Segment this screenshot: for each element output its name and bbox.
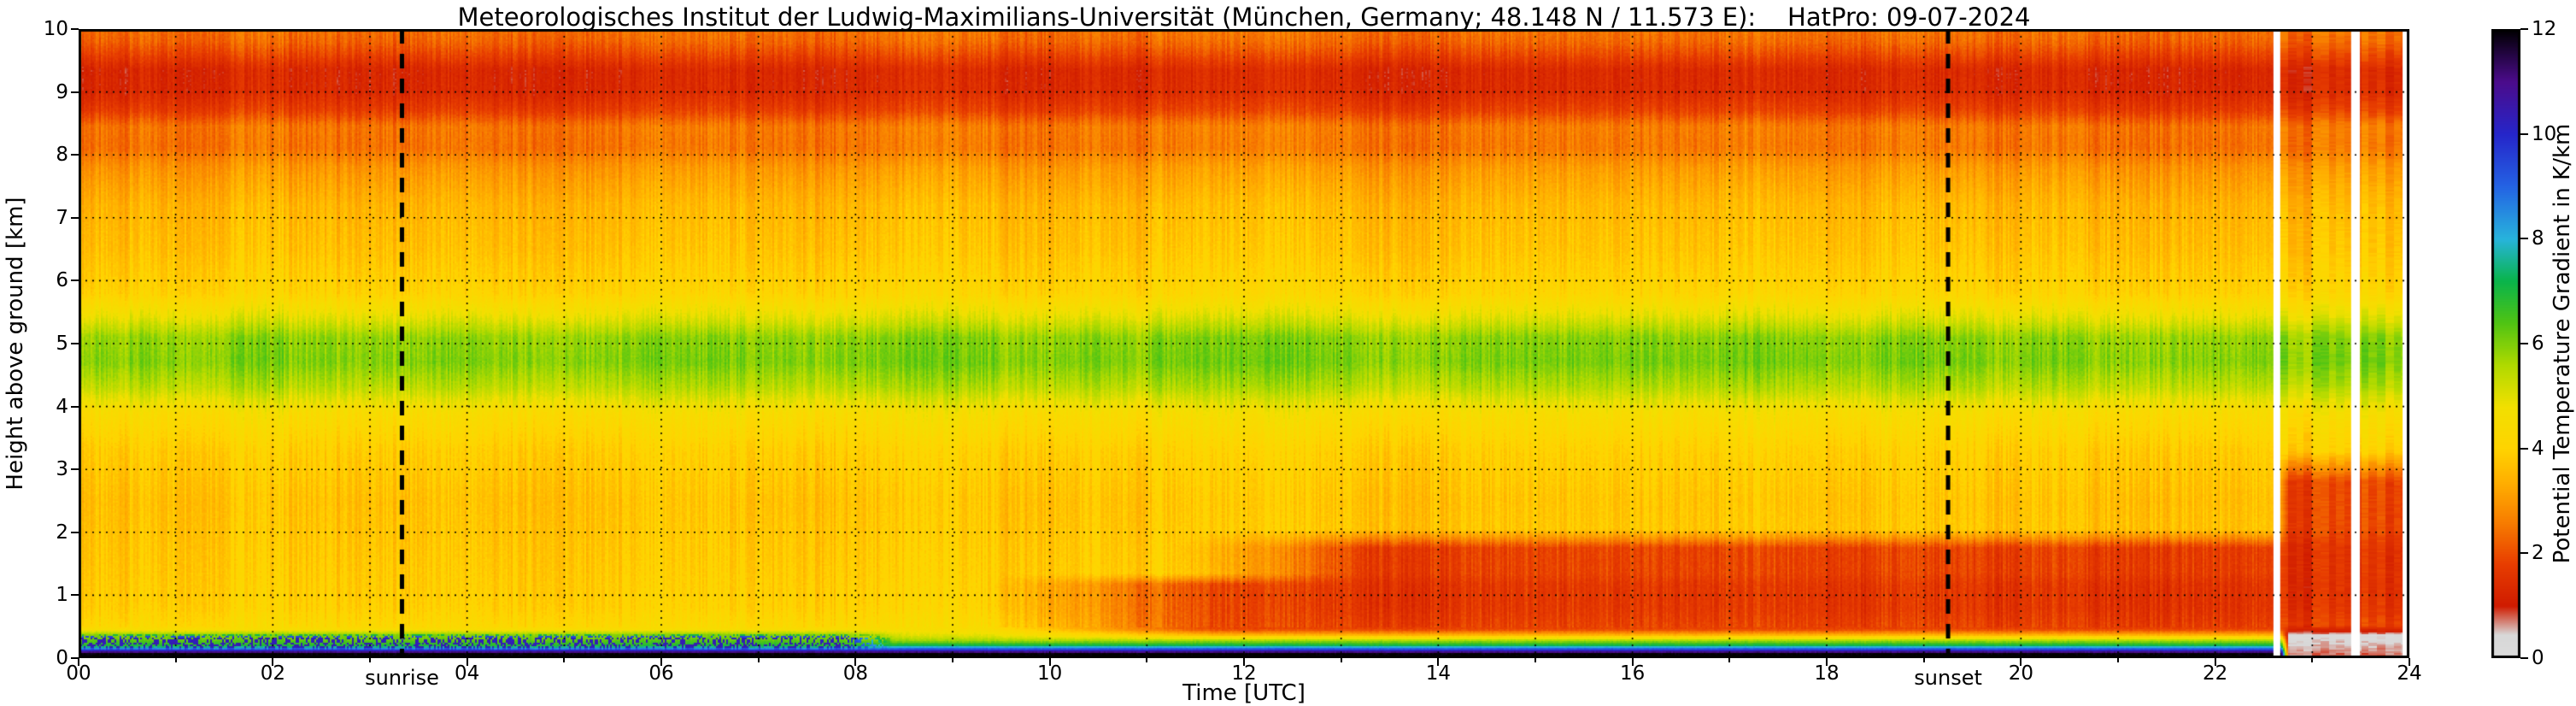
colorbar-tick-mark [2520, 132, 2528, 135]
y-tick-mark [71, 405, 79, 408]
colorbar-tick-mark [2520, 28, 2528, 30]
y-tick-mark [71, 657, 79, 659]
x-minor-tick-mark [757, 658, 760, 662]
y-tick-mark [71, 216, 79, 219]
x-minor-tick-mark [174, 658, 177, 662]
x-tick-mark [1437, 658, 1440, 666]
x-tick-mark [2214, 658, 2216, 666]
y-tick-label: 2 [56, 521, 68, 544]
y-tick-mark [71, 154, 79, 156]
colorbar-tick-label: 6 [2532, 332, 2544, 355]
y-tick-mark [71, 468, 79, 471]
x-tick-label: 20 [2008, 662, 2033, 685]
x-minor-tick-mark [1146, 658, 1148, 662]
x-tick-mark [1048, 658, 1051, 666]
x-tick-label: 22 [2203, 662, 2228, 685]
x-tick-label: 00 [66, 662, 91, 685]
colorbar-tick-label: 0 [2532, 647, 2544, 669]
x-minor-tick-mark [1728, 658, 1731, 662]
x-tick-mark [466, 658, 468, 666]
x-tick-label: 12 [1231, 662, 1257, 685]
y-tick-mark [71, 28, 79, 30]
x-minor-tick-mark [952, 658, 954, 662]
colorbar-tick-mark [2520, 552, 2528, 555]
colorbar-tick-mark [2520, 343, 2528, 344]
x-minor-tick-mark [563, 658, 566, 662]
y-tick-label: 7 [56, 206, 68, 229]
colorbar-tick-label: 12 [2532, 18, 2557, 40]
y-tick-label: 8 [56, 144, 68, 167]
y-tick-label: 10 [43, 18, 68, 40]
x-tick-label: 16 [1620, 662, 1646, 685]
chart-title: Meteorologisches Institut der Ludwig-Max… [457, 3, 2031, 32]
colorbar-label: Potential Temperature Gradient in K/km [2550, 123, 2575, 564]
x-tick-label: 06 [648, 662, 674, 685]
x-tick-label: 02 [260, 662, 285, 685]
x-tick-label: 24 [2397, 662, 2422, 685]
y-tick-mark [71, 531, 79, 533]
y-tick-label: 4 [56, 395, 68, 418]
x-minor-tick-mark [369, 658, 371, 662]
x-tick-label: 14 [1425, 662, 1451, 685]
x-tick-label: 10 [1037, 662, 1063, 685]
x-axis-label: Time [UTC] [1182, 680, 1306, 706]
x-tick-mark [1631, 658, 1634, 666]
y-tick-label: 0 [56, 647, 68, 669]
colorbar-tick-label: 4 [2532, 437, 2544, 460]
y-tick-mark [71, 279, 79, 282]
x-tick-mark [2020, 658, 2022, 666]
colorbar-tick-mark [2520, 657, 2528, 659]
colorbar-tick-label: 2 [2532, 542, 2544, 565]
x-minor-tick-mark [1534, 658, 1536, 662]
x-tick-mark [854, 658, 857, 666]
colorbar-tick-label: 10 [2532, 122, 2557, 145]
x-tick-mark [1826, 658, 1828, 666]
y-tick-label: 1 [56, 584, 68, 607]
colorbar-canvas [2491, 29, 2520, 658]
x-tick-mark [272, 658, 274, 666]
x-tick-mark [78, 658, 79, 666]
x-minor-tick-mark [2311, 658, 2314, 662]
y-tick-label: 6 [56, 269, 68, 292]
x-minor-tick-mark [1340, 658, 1342, 662]
x-tick-label: 08 [842, 662, 868, 685]
sunset-annotation-label: sunset [1914, 666, 1982, 690]
colorbar-tick-mark [2520, 447, 2528, 450]
colorbar-tick-mark [2520, 238, 2528, 240]
sunrise-annotation-label: sunrise [365, 666, 439, 690]
x-tick-mark [2409, 658, 2410, 666]
x-tick-mark [1243, 658, 1245, 666]
y-tick-label: 9 [56, 80, 68, 103]
y-tick-label: 5 [56, 332, 68, 355]
y-tick-label: 3 [56, 458, 68, 481]
colorbar-tick-label: 8 [2532, 227, 2544, 250]
y-tick-mark [71, 91, 79, 93]
x-tick-label: 04 [455, 662, 480, 685]
heatmap-canvas [79, 29, 2409, 658]
y-tick-mark [71, 343, 79, 344]
x-minor-tick-mark [2117, 658, 2119, 662]
x-tick-mark [660, 658, 662, 666]
x-minor-tick-mark [1922, 658, 1925, 662]
y-tick-mark [71, 594, 79, 597]
x-tick-label: 18 [1814, 662, 1840, 685]
